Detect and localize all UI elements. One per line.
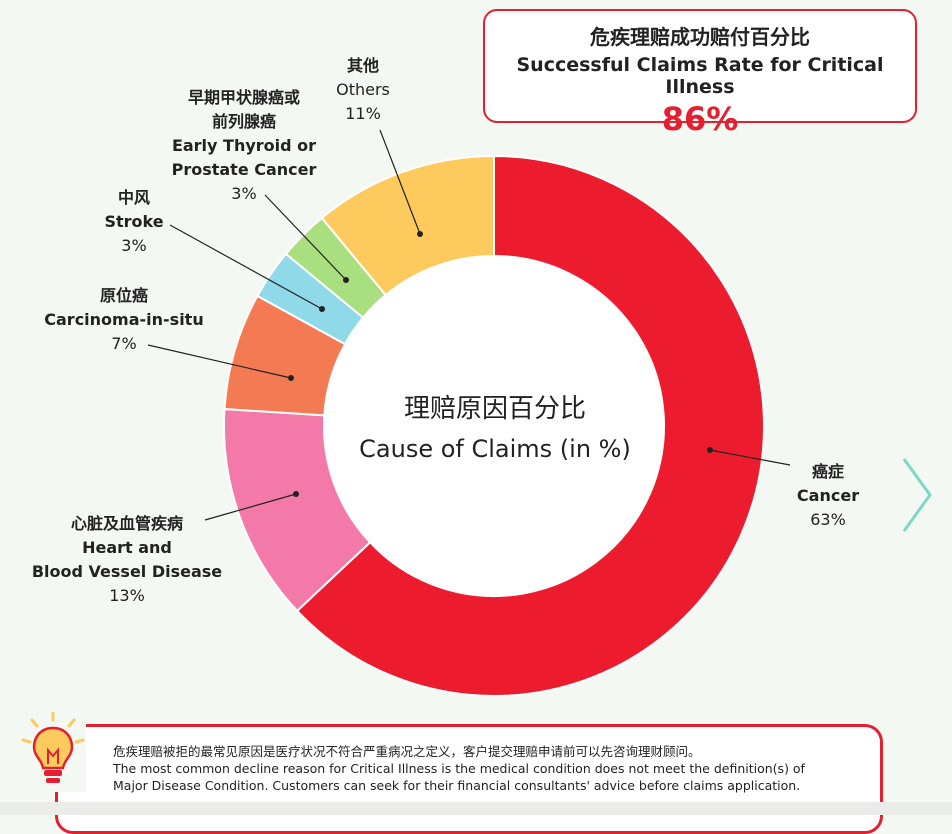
- tip-note-line-zh: 危疾理赔被拒的最常见原因是医疗状况不符合严重病况之定义，客户提交理赔申请前可以先…: [113, 744, 701, 759]
- success-rate-title-en: Successful Claims Rate for Critical Illn…: [516, 54, 884, 98]
- label-stroke-zh: 中风: [117, 188, 150, 207]
- label-thyroid-en1: Early Thyroid or: [171, 136, 317, 155]
- tip-note-text: 危疾理赔被拒的最常见原因是医疗状况不符合严重病况之定义，客户提交理赔申请前可以先…: [113, 743, 873, 794]
- tip-note-line-en-1: The most common decline reason for Criti…: [113, 761, 805, 776]
- label-cis-en: Carcinoma-in-situ: [44, 310, 204, 329]
- label-stroke: 中风 Stroke 3%: [89, 186, 179, 258]
- label-others: 其他 Others 11%: [318, 54, 408, 126]
- slice-others-leader-dot: [417, 231, 423, 237]
- label-cancer-zh: 癌症: [811, 462, 844, 481]
- label-others-en: Others: [336, 80, 390, 99]
- label-heart-en1: Heart and: [82, 538, 172, 557]
- success-rate-value: 86%: [661, 100, 739, 138]
- slice-carcinoma-in-situ-leader-dot: [288, 375, 294, 381]
- label-heart-en2: Blood Vessel Disease: [31, 562, 223, 581]
- label-cancer-pct: 63%: [810, 510, 846, 529]
- tip-note-box: 危疾理赔被拒的最常见原因是医疗状况不符合严重病况之定义，客户提交理赔申请前可以先…: [55, 724, 883, 834]
- label-cancer-en: Cancer: [796, 486, 860, 505]
- label-others-pct: 11%: [345, 104, 381, 123]
- label-thyroid-pct: 3%: [231, 184, 257, 203]
- slice-others-leader-line: [379, 129, 421, 235]
- donut-chart: [147, 129, 791, 697]
- label-heart-zh: 心脏及血管疾病: [70, 514, 183, 533]
- slice-stroke-leader-line: [169, 224, 323, 310]
- next-slide-button[interactable]: [898, 455, 938, 535]
- chart-stage: 危疾理赔成功赔付百分比 Successful Claims Rate for C…: [0, 9, 952, 834]
- label-thyroid-en2: Prostate Cancer: [171, 160, 317, 179]
- label-others-zh: 其他: [346, 56, 379, 75]
- slice-cancer-leader-dot: [707, 447, 713, 453]
- label-heart: 心脏及血管疾病 Heart and Blood Vessel Disease 1…: [30, 512, 224, 608]
- label-heart-pct: 13%: [109, 586, 145, 605]
- label-cis-zh: 原位癌: [99, 286, 148, 305]
- label-stroke-en: Stroke: [104, 212, 164, 231]
- label-cis-pct: 7%: [111, 334, 137, 353]
- label-thyroid-zh1: 早期甲状腺癌或: [187, 88, 300, 107]
- label-thyroid: 早期甲状腺癌或 前列腺癌 Early Thyroid or Prostate C…: [164, 86, 324, 206]
- center-title-zh: 理赔原因百分比: [403, 394, 586, 424]
- label-stroke-pct: 3%: [121, 236, 147, 255]
- success-rate-box: 危疾理赔成功赔付百分比 Successful Claims Rate for C…: [483, 9, 917, 138]
- bottom-strip: [0, 802, 952, 815]
- tip-note-line-en-2: Major Disease Condition. Customers can s…: [113, 778, 801, 793]
- donut-center-title: 理赔原因百分比 Cause of Claims (in %): [345, 388, 645, 463]
- slice-heart-leader-dot: [293, 491, 299, 497]
- center-title-en: Cause of Claims (in %): [359, 435, 631, 463]
- slice-thyroid-prostate-leader-dot: [343, 277, 349, 283]
- lightbulb-icon: [18, 710, 88, 792]
- slice-thyroid-prostate-leader-line: [264, 194, 347, 281]
- success-rate-title-zh: 危疾理赔成功赔付百分比: [590, 25, 810, 49]
- label-cis: 原位癌 Carcinoma-in-situ 7%: [36, 284, 212, 356]
- donut-hole: [324, 256, 664, 596]
- slice-heart-leader-line: [204, 493, 297, 521]
- slice-cancer-leader-line: [709, 449, 791, 466]
- label-cancer: 癌症 Cancer 63%: [786, 460, 870, 532]
- label-thyroid-zh2: 前列腺癌: [211, 112, 276, 131]
- slice-stroke-leader-dot: [319, 306, 325, 312]
- chevron-right-icon: [902, 458, 932, 532]
- slice-carcinoma-in-situ-leader-line: [147, 344, 292, 379]
